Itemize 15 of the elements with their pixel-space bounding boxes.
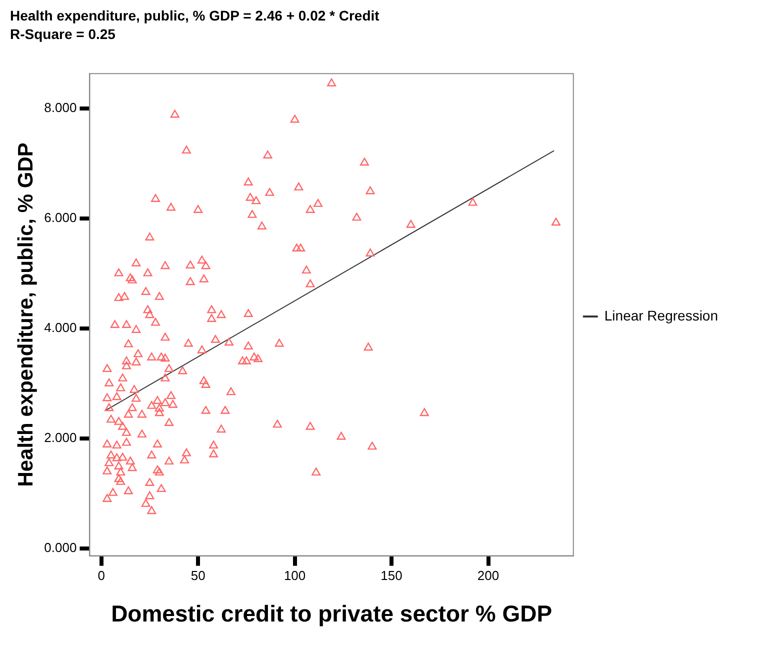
x-axis-title: Domestic credit to private sector % GDP (111, 600, 552, 627)
y-tick-label: 8.000 (44, 100, 77, 115)
x-tick-label: 50 (190, 568, 206, 584)
legend-label: Linear Regression (604, 307, 718, 324)
chart-subtitle: R-Square = 0.25 (10, 26, 116, 42)
x-tick-label: 200 (477, 568, 500, 584)
y-tick-label: 6.000 (44, 210, 77, 225)
x-tick-label: 100 (284, 568, 306, 584)
x-tick-label: 150 (380, 568, 402, 584)
x-tick-label: 0 (98, 568, 105, 584)
chart-title: Health expenditure, public, % GDP = 2.46 + 0.02 * Credit (10, 7, 380, 24)
y-tick-label: 2.000 (44, 430, 77, 446)
y-tick-label: 4.000 (44, 320, 77, 336)
y-tick-label: 0.000 (44, 540, 77, 556)
y-axis-title: Health expenditure, public, % GDP (14, 142, 38, 487)
